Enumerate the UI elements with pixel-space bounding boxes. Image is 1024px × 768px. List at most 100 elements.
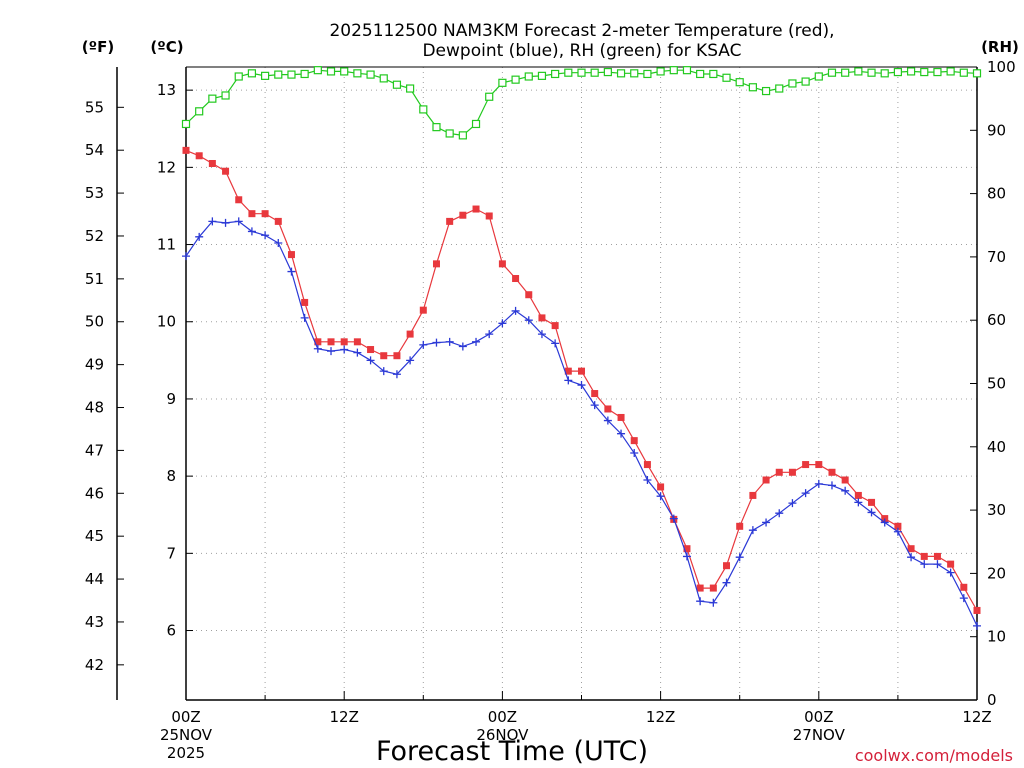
- temperature-point: [775, 468, 783, 476]
- rh-point: [590, 68, 599, 77]
- dewpoint-point: [261, 231, 270, 240]
- rh-point: [920, 67, 929, 77]
- temperature-point: [604, 405, 612, 413]
- temperature-point: [578, 367, 585, 375]
- rh-point: [893, 67, 903, 77]
- dewpoint-point: [643, 475, 652, 484]
- rh-point: [669, 66, 678, 75]
- data-series: [181, 66, 982, 630]
- rh-point: [432, 123, 441, 132]
- x-tick-label: 27NOV: [793, 726, 846, 744]
- temperature-point: [854, 491, 862, 499]
- fahrenheit-tick-label: 53: [85, 184, 104, 202]
- dewpoint-point: [973, 621, 981, 630]
- dewpoint-point: [762, 518, 771, 527]
- temperature-point: [261, 210, 269, 218]
- x-tick-label: 00Z: [804, 708, 833, 726]
- fahrenheit-tick-label: 49: [85, 356, 104, 374]
- dewpoint-point: [735, 553, 744, 562]
- fahrenheit-tick-label: 45: [85, 527, 104, 545]
- temperature-point: [235, 196, 243, 204]
- rh-point: [933, 67, 942, 77]
- dewpoint-point: [313, 344, 322, 353]
- rh-point: [972, 69, 982, 78]
- rh-tick-label: 50: [987, 375, 1006, 393]
- x-tick-label: 00Z: [488, 708, 517, 726]
- rh-point: [906, 67, 916, 76]
- rh-point: [287, 70, 296, 79]
- temperature-line: [185, 149, 978, 611]
- credit-text: coolwx.com/models: [855, 746, 1013, 765]
- dewpoint-point: [722, 578, 731, 587]
- temperature-point: [762, 476, 770, 484]
- fahrenheit-tick-label: 55: [85, 98, 104, 116]
- fahrenheit-tick-label: 42: [85, 656, 104, 674]
- temperature-point: [657, 483, 665, 491]
- dewpoint-point: [366, 356, 375, 365]
- temperature-point: [894, 522, 902, 530]
- temperature-point: [643, 461, 651, 469]
- temperature-point: [182, 146, 190, 154]
- temperature-point: [591, 390, 599, 398]
- rh-point: [854, 67, 863, 76]
- rh-point: [537, 71, 547, 80]
- temperature-point: [525, 291, 533, 299]
- dewpoint-point: [419, 340, 428, 349]
- temperature-point: [538, 314, 546, 322]
- rh-point: [445, 129, 454, 138]
- dewpoint-point: [880, 518, 889, 527]
- celsius-tick-label: 9: [166, 390, 176, 408]
- rh-point: [841, 68, 850, 77]
- fahrenheit-tick-label: 50: [85, 313, 104, 331]
- rh-point: [880, 69, 889, 78]
- temperature-point: [723, 562, 731, 570]
- rh-point: [867, 68, 876, 77]
- rh-point: [827, 68, 837, 77]
- dewpoint-point: [959, 594, 968, 603]
- dewpoint-point: [564, 376, 573, 385]
- rh-tick-label: 100: [987, 58, 1016, 76]
- temperature-point: [551, 322, 559, 330]
- rh-point: [564, 68, 573, 77]
- temperature-point: [340, 338, 348, 346]
- dewpoint-point: [748, 526, 757, 535]
- dewpoint-point: [195, 232, 204, 241]
- dewpoint-point: [551, 339, 560, 348]
- fahrenheit-tick-label: 43: [85, 613, 104, 631]
- rh-point: [208, 94, 217, 103]
- dewpoint-point: [775, 509, 784, 518]
- temperature-point: [749, 491, 757, 499]
- dewpoint-point: [841, 486, 850, 495]
- rh-point: [959, 68, 968, 77]
- rh-point: [274, 70, 283, 79]
- rh-point: [814, 72, 823, 81]
- celsius-tick-label: 10: [157, 313, 176, 331]
- temperature-point: [287, 251, 295, 259]
- dewpoint-point: [696, 597, 705, 606]
- fahrenheit-tick-label: 44: [85, 570, 104, 588]
- rh-tick-label: 80: [987, 185, 1006, 203]
- temperature-point: [432, 260, 440, 268]
- dewpoint-point: [472, 337, 481, 346]
- chart-title-line1: 2025112500 NAM3KM Forecast 2-meter Tempe…: [329, 21, 834, 41]
- fahrenheit-tick-label: 46: [85, 484, 104, 502]
- rh-tick-label: 90: [987, 121, 1006, 139]
- rh-point: [696, 69, 705, 79]
- rh-point: [353, 69, 362, 78]
- temperature-point: [446, 217, 454, 225]
- temperature-point: [617, 413, 625, 421]
- rh-unit-label: (RH): [981, 38, 1019, 56]
- temperature-point: [498, 260, 506, 268]
- rh-point: [340, 67, 349, 76]
- rh-point: [722, 73, 731, 82]
- rh-point: [656, 67, 665, 76]
- rh-point: [392, 80, 402, 89]
- temperature-point: [459, 211, 467, 219]
- dewpoint-point: [537, 330, 546, 339]
- temperature-point: [907, 545, 915, 553]
- fahrenheit-tick-label: 54: [85, 141, 104, 159]
- dewpoint-point: [617, 429, 626, 438]
- rh-point: [603, 67, 612, 77]
- dewpoint-point: [340, 345, 349, 354]
